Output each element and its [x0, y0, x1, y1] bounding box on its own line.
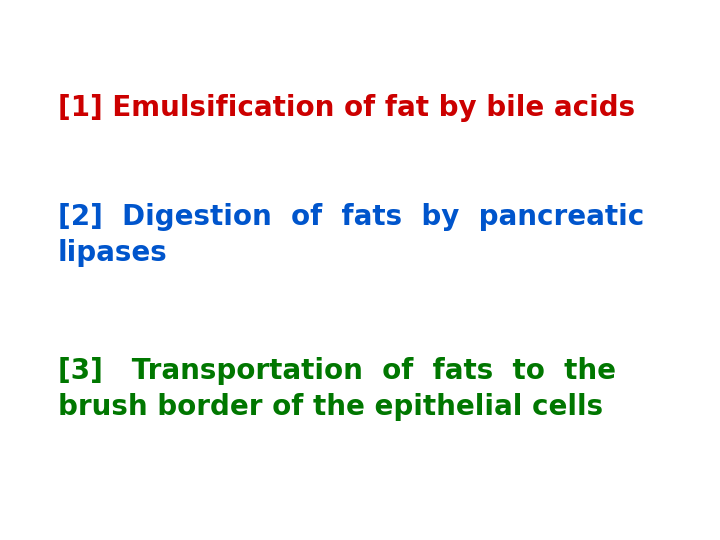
Text: [2]  Digestion  of  fats  by  pancreatic
lipases: [2] Digestion of fats by pancreatic lipa…	[58, 203, 644, 267]
Text: [1] Emulsification of fat by bile acids: [1] Emulsification of fat by bile acids	[58, 94, 635, 122]
Text: [3]   Transportation  of  fats  to  the
brush border of the epithelial cells: [3] Transportation of fats to the brush …	[58, 357, 616, 421]
